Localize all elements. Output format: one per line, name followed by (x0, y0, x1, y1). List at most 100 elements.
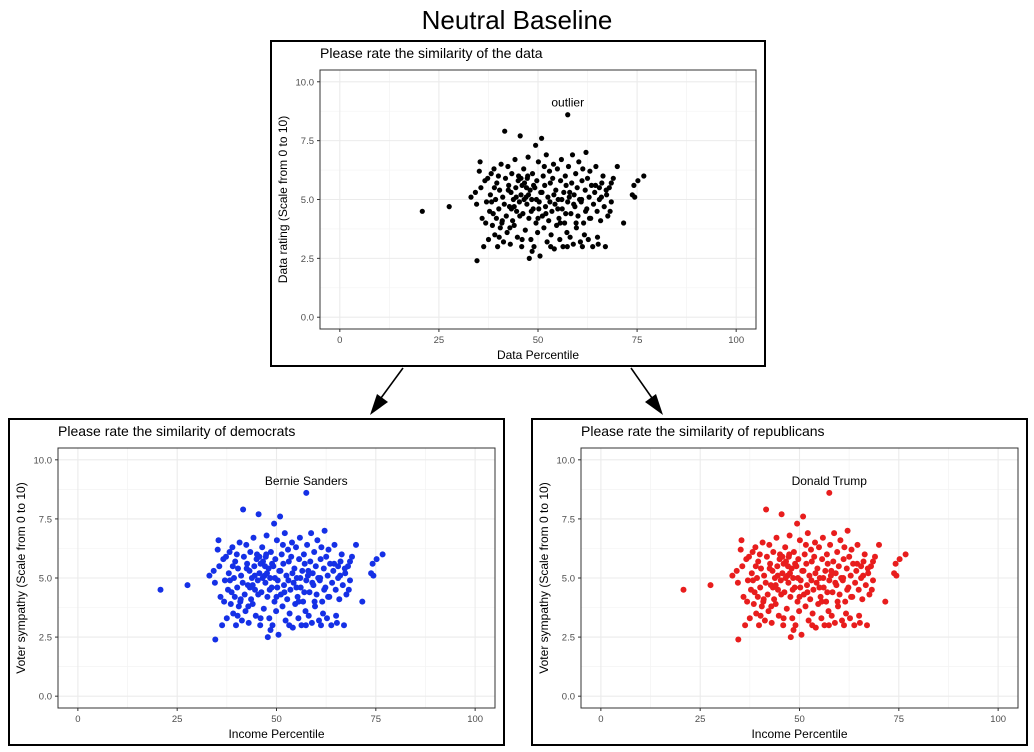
data-chart-point (608, 199, 614, 205)
data-chart-point (525, 173, 531, 179)
republicans-chart-point (768, 619, 775, 626)
democrats-chart-point (311, 549, 318, 555)
data-chart-point (560, 244, 566, 250)
democrats-chart-point (267, 549, 274, 555)
data-chart-point (487, 192, 493, 198)
republicans-chart-point (819, 534, 826, 541)
data-chart-point (557, 236, 563, 243)
democrats-chart-y-tick-label: 0.0 (39, 692, 52, 703)
data-chart-point (543, 152, 549, 158)
data-chart-point (478, 185, 484, 191)
democrats-chart-x-tick-label: 75 (371, 714, 382, 725)
republicans-chart-annotation: Donald Trump (792, 474, 868, 488)
democrats-chart-point (347, 577, 353, 584)
democrats-chart-point (335, 563, 342, 570)
democrats-chart-point (319, 598, 326, 605)
democrats-chart-point (295, 598, 302, 605)
republicans-chart-point (779, 553, 786, 560)
republicans-chart-point (865, 570, 872, 577)
republicans-chart-point (759, 539, 766, 546)
democrats-chart-point (297, 584, 304, 591)
data-chart-point (575, 213, 581, 219)
democrats-chart-point (279, 603, 286, 610)
republicans-chart-point (808, 558, 815, 565)
democrats-chart-point (226, 549, 233, 555)
republicans-chart-point (807, 596, 814, 603)
republicans-chart-point (829, 589, 836, 596)
democrats-chart-point (271, 598, 278, 605)
republicans-chart-point (786, 551, 793, 558)
democrats-chart-point (311, 598, 318, 605)
democrats-chart-point (318, 544, 325, 551)
data-chart-point (533, 142, 539, 148)
democrats-chart-y-tick-label: 10.0 (34, 455, 53, 466)
data-chart-point (521, 196, 527, 203)
republicans-chart-point (757, 612, 764, 619)
democrats-chart-point (359, 598, 366, 605)
data-chart-point (529, 248, 535, 254)
data-chart-point (562, 220, 568, 226)
republicans-chart-point (738, 537, 745, 544)
democrats-chart-point (273, 537, 280, 544)
data-chart-point (511, 222, 517, 228)
democrats-chart-point (262, 579, 269, 586)
democrats-chart-point (266, 615, 273, 622)
democrats-chart-y-axis-title: Voter sympathy (Scale from 0 to 10) (14, 482, 28, 673)
data-chart-point (635, 178, 641, 184)
republicans-chart-point (787, 634, 794, 641)
data-chart-point (510, 218, 516, 224)
republicans-chart-point (742, 622, 749, 629)
data-chart-point (548, 232, 554, 238)
data-chart-point (573, 171, 579, 177)
data-chart-point (587, 168, 593, 174)
democrats-chart-point (305, 567, 312, 574)
republicans-chart-point (811, 553, 818, 560)
data-chart-point (607, 208, 613, 214)
data-chart-point (496, 206, 502, 212)
democrats-chart-point (308, 619, 315, 626)
data-chart-point (558, 156, 564, 163)
democrats-chart-point (264, 593, 271, 600)
republicans-chart-point (846, 553, 853, 560)
data-chart-y-axis-title: Data rating (Scale from 0 to 10) (276, 116, 290, 283)
republicans-chart-point (763, 506, 770, 513)
democrats-chart-point (303, 577, 310, 584)
republicans-chart-point (825, 622, 832, 629)
democrats-chart-point (286, 610, 293, 617)
republicans-chart-point (856, 612, 863, 619)
data-chart-point (513, 194, 519, 200)
republicans-chart-x-axis-title: Income Percentile (751, 727, 847, 741)
data-chart-point (585, 236, 591, 243)
republicans-chart-point (816, 584, 823, 591)
democrats-chart-point (264, 570, 270, 577)
republicans-chart-point (785, 563, 791, 570)
democrats-chart-point (333, 619, 340, 626)
data-chart-point (533, 196, 539, 203)
democrats-chart-point (347, 558, 353, 565)
data-chart-point (559, 206, 565, 212)
democrats-chart-point (317, 556, 324, 563)
data-chart-point (588, 182, 595, 188)
republicans-chart-point (818, 615, 825, 622)
data-chart-point (570, 241, 576, 247)
republicans-chart-point (794, 598, 801, 605)
chart-panel-democrats: Please rate the similarity of democrats 0… (8, 418, 505, 746)
republicans-chart-point (842, 598, 849, 605)
democrats-chart-point (267, 575, 274, 581)
democrats-chart-point (233, 551, 240, 558)
data-chart-point (539, 135, 545, 141)
data-chart-point (511, 204, 517, 210)
republicans-chart-point (761, 572, 768, 579)
republicans-chart-point (902, 551, 909, 558)
data-chart-point (535, 229, 541, 236)
republicans-chart-point (780, 615, 787, 622)
democrats-chart-point (251, 572, 258, 579)
republicans-chart-point (882, 598, 889, 605)
republicans-chart-point (839, 617, 845, 624)
republicans-chart-point (808, 577, 815, 584)
republicans-chart-point (767, 560, 774, 567)
democrats-chart-point (262, 563, 268, 570)
republicans-chart-point (744, 577, 751, 584)
republicans-chart-point (831, 619, 838, 626)
data-chart-point (598, 194, 604, 200)
